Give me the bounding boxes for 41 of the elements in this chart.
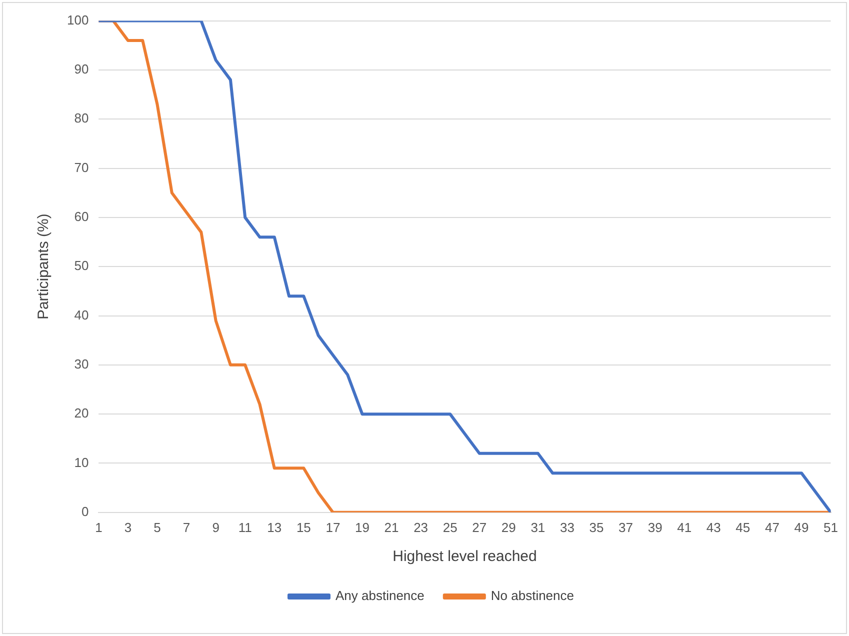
x-tick-label: 17: [326, 520, 340, 535]
y-tick-label: 90: [74, 62, 89, 77]
y-tick-label: 0: [81, 504, 89, 519]
x-tick-label: 5: [154, 520, 161, 535]
x-tick-label: 31: [530, 520, 546, 535]
y-tick-label: 60: [74, 209, 89, 224]
x-tick-label: 21: [384, 520, 399, 535]
x-tick-label: 9: [212, 520, 220, 535]
y-tick-label: 70: [74, 160, 89, 175]
x-tick-label: 25: [442, 520, 458, 535]
x-tick-label: 45: [736, 520, 750, 535]
x-tick-label: 35: [589, 520, 604, 535]
x-tick-label: 19: [355, 520, 370, 535]
x-tick-label: 3: [124, 520, 132, 535]
x-tick-label: 27: [472, 520, 487, 535]
x-tick-label: 49: [794, 520, 809, 535]
y-tick-label: 100: [66, 12, 89, 28]
y-tick-label: 10: [74, 454, 89, 470]
x-tick-label: 23: [414, 520, 428, 535]
x-tick-label: 15: [296, 520, 311, 535]
x-tick-label: 39: [648, 520, 662, 535]
x-tick-label: 29: [501, 520, 516, 535]
x-tick-label: 47: [764, 520, 780, 535]
x-tick-label: 11: [238, 520, 252, 535]
x-tick-label: 41: [677, 520, 692, 535]
x-axis-title: Highest level reached: [392, 548, 537, 566]
x-tick-label: 43: [706, 520, 721, 535]
x-tick-label: 7: [182, 520, 190, 535]
y-tick-label: 40: [74, 307, 89, 322]
y-tick-label: 30: [74, 356, 89, 372]
x-tick-label: 33: [560, 520, 574, 535]
x-tick-label: 1: [95, 520, 102, 535]
y-tick-label: 50: [74, 258, 89, 274]
x-tick-label: 37: [618, 520, 634, 535]
legend-label: Any abstinence: [336, 588, 424, 604]
legend-label: No abstinence: [490, 588, 574, 604]
x-tick-label: 51: [824, 520, 838, 535]
x-tick-label: 13: [267, 520, 282, 535]
y-axis-title: Participants (%): [35, 214, 52, 320]
y-tick-label: 80: [74, 110, 89, 126]
y-tick-label: 20: [74, 406, 89, 421]
